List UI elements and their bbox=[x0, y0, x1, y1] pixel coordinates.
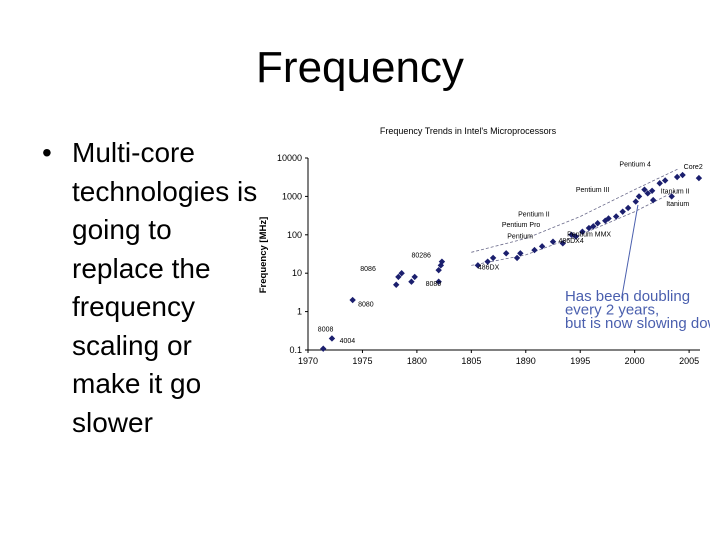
chart-annotation: Pentium Pro bbox=[502, 222, 541, 229]
x-tick-label: 1970 bbox=[298, 356, 318, 366]
chart-annotation: Pentium III bbox=[576, 187, 610, 194]
chart-annotation: Pentium bbox=[507, 234, 533, 241]
chart-annotation: Core2 bbox=[684, 164, 703, 171]
x-tick-label: 1800 bbox=[407, 356, 427, 366]
chart-annotation: 486DX4 bbox=[558, 238, 583, 245]
data-point bbox=[538, 243, 546, 250]
data-point bbox=[612, 213, 620, 220]
data-point bbox=[489, 254, 497, 262]
y-tick-label: 10 bbox=[292, 268, 302, 278]
chart-annotation: 486DX bbox=[478, 264, 500, 271]
data-point bbox=[679, 171, 686, 179]
data-point bbox=[513, 254, 521, 262]
chart-annotation: 8086 bbox=[360, 266, 376, 273]
data-point bbox=[649, 196, 657, 204]
data-point bbox=[393, 281, 400, 288]
data-point bbox=[435, 278, 442, 285]
chart-ticks: 0.1 1 10 100 1000 10000 1970 1975 1800 1805 1890 19… bbox=[277, 153, 699, 366]
data-point bbox=[579, 228, 586, 235]
data-point bbox=[572, 233, 580, 240]
data-point bbox=[656, 180, 663, 187]
data-point bbox=[695, 174, 703, 182]
data-point bbox=[624, 204, 632, 212]
chart-annotation: Pentium II bbox=[518, 211, 550, 218]
y-tick-label: 100 bbox=[287, 230, 302, 240]
frequency-chart: Frequency Trends in Intel's Microprocess… bbox=[258, 126, 710, 366]
trend-lower-outline bbox=[471, 189, 679, 266]
slide-title: Frequency bbox=[256, 43, 464, 92]
chart-annotation: Has been doubling bbox=[565, 288, 690, 305]
data-point bbox=[328, 335, 336, 342]
data-point bbox=[605, 215, 612, 222]
chart-annotation: 8080 bbox=[426, 281, 442, 288]
data-point bbox=[632, 198, 639, 205]
y-tick-label: 10000 bbox=[277, 153, 302, 163]
trend-upper-outline bbox=[471, 168, 679, 253]
x-tick-label: 1995 bbox=[570, 356, 590, 366]
data-point bbox=[619, 208, 626, 215]
data-point bbox=[408, 278, 415, 285]
bullet-item: • Multi-core technologies is going to re… bbox=[42, 134, 262, 442]
chart-annotation: Pentium 4 bbox=[619, 162, 651, 169]
data-point bbox=[648, 187, 656, 194]
annotation-pointer bbox=[621, 204, 639, 299]
data-point bbox=[438, 258, 446, 265]
bullet-text: Multi-core technologies is going to repl… bbox=[72, 137, 258, 438]
y-tick-label: 1 bbox=[297, 307, 302, 317]
data-point bbox=[320, 345, 327, 352]
x-tick-label: 2005 bbox=[679, 356, 699, 366]
y-axis-label: Frequency [MHz] bbox=[258, 217, 269, 294]
data-point bbox=[641, 186, 648, 193]
data-point bbox=[635, 193, 643, 200]
chart-annotation: 80286 bbox=[411, 252, 431, 259]
y-axis-label-group: Frequency [MHz] bbox=[258, 217, 269, 294]
data-point bbox=[661, 177, 669, 184]
chart-annotation: but is now slowing down bbox=[565, 315, 710, 332]
chart-title: Frequency Trends in Intel's Microprocess… bbox=[380, 126, 557, 136]
data-point bbox=[673, 173, 681, 181]
chart-annotation: Itanium II bbox=[661, 188, 690, 195]
data-point bbox=[549, 238, 557, 245]
data-point bbox=[484, 258, 491, 265]
y-tick-label: 1000 bbox=[282, 191, 302, 201]
data-point bbox=[398, 270, 405, 277]
chart-annotation: Itanium bbox=[666, 201, 689, 208]
chart-annotation: Pentium MMX bbox=[567, 232, 611, 239]
chart-annotation: every 2 years, bbox=[565, 301, 659, 318]
chart-annotations: 8008400480808086802868080486DX486DX4Pent… bbox=[318, 162, 710, 346]
data-point bbox=[502, 250, 510, 257]
chart-annotation: 8008 bbox=[318, 327, 334, 334]
bullet-dot-icon: • bbox=[42, 137, 52, 168]
y-tick-label: 0.1 bbox=[289, 345, 302, 355]
trend-outlines bbox=[471, 168, 679, 299]
x-tick-label: 1890 bbox=[516, 356, 536, 366]
x-tick-label: 1975 bbox=[352, 356, 372, 366]
x-tick-label: 1805 bbox=[461, 356, 481, 366]
chart-annotation: 8080 bbox=[358, 302, 374, 309]
data-point bbox=[395, 273, 402, 281]
data-point bbox=[349, 296, 356, 304]
chart-annotation: 4004 bbox=[340, 338, 356, 345]
x-tick-label: 2000 bbox=[625, 356, 645, 366]
data-point bbox=[411, 273, 418, 281]
data-point bbox=[435, 266, 442, 274]
data-point bbox=[531, 246, 538, 254]
